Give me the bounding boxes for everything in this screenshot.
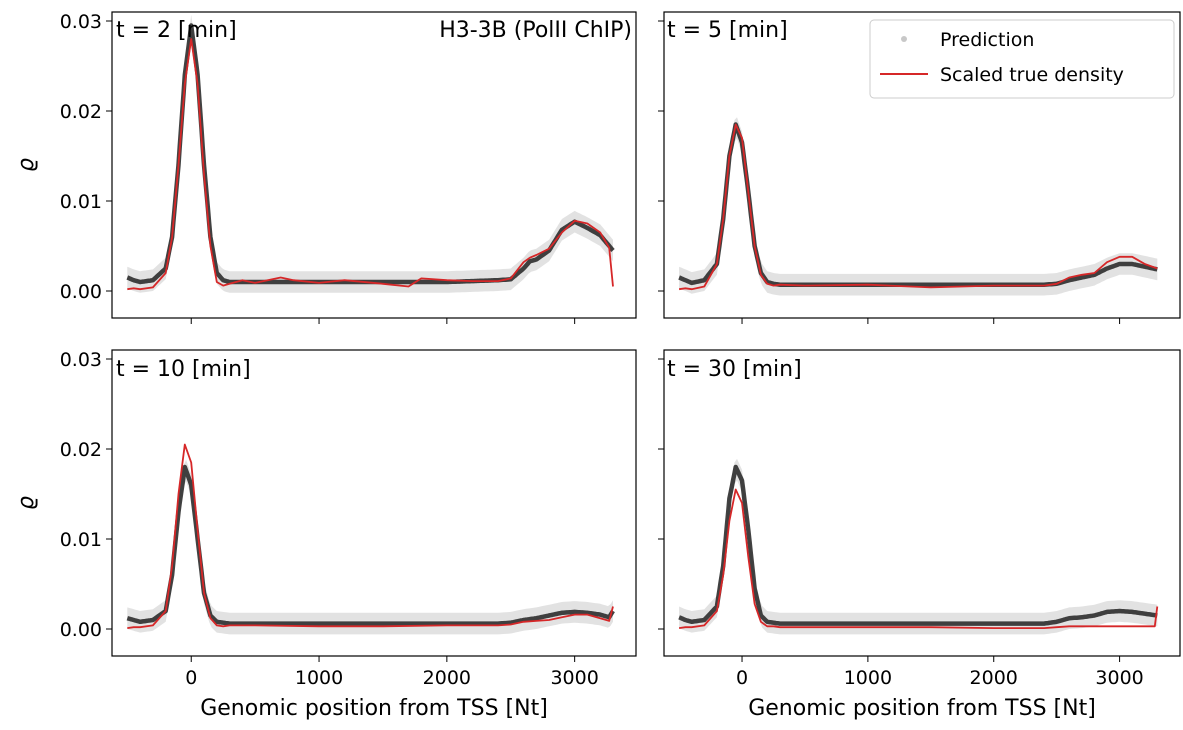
plot-area [111,11,637,319]
panel-title: t = 2 [min] [116,18,237,43]
legend-frame [869,19,1175,99]
y-tick-label: 0.02 [60,439,102,461]
x-axis-label: Genomic position from TSS [Nt] [748,696,1096,721]
x-tick-label: 0 [185,667,197,689]
y-tick-label: 0.00 [60,619,102,641]
legend-true-density-label: Scaled true density [940,64,1124,86]
y-tick-label: 0.01 [60,191,102,213]
prediction-uncertainty-band [127,14,614,293]
x-tick-label: 1000 [844,667,892,689]
panel-t2: t = 2 [min] H3-3B (PolII ChIP) 0.00 0.01 0… [14,11,637,324]
panel-t10: t = 10 [min] 0 1000 2000 3000 0.00 0.01 0.02 0.… [14,349,637,721]
legend-prediction-marker [901,36,907,42]
panel-title: t = 30 [min] [667,357,802,382]
x-tick-label: 1000 [295,667,343,689]
prediction-series [678,122,1159,287]
y-axis-label: ϱ [14,496,39,510]
y-tick-label: 0.03 [60,11,102,33]
true-density-series [127,38,614,291]
prediction-uncertainty-band [679,117,1158,296]
prediction-series [126,23,615,285]
legend: Prediction Scaled true density [869,19,1175,99]
plot-area [663,11,1181,319]
true-density-series [678,488,1159,629]
y-tick-label: 0.02 [60,101,102,123]
panel-title: t = 10 [min] [116,357,251,382]
panel-t30: t = 30 [min] 0 1000 2000 3000 Genomic positi… [658,349,1181,721]
y-tick-label: 0.03 [60,349,102,371]
y-tick-label: 0.01 [60,529,102,551]
prediction-uncertainty-band [679,458,1158,635]
plot-area [111,349,637,657]
x-tick-label: 3000 [550,667,598,689]
y-tick-label: 0.00 [60,281,102,303]
panel-t5: t = 5 [min] Prediction Scaled true densi… [658,11,1181,324]
x-tick-label: 2000 [423,667,471,689]
x-axis-label: Genomic position from TSS [Nt] [200,696,548,721]
true-density-series [127,443,614,629]
prediction-series [126,464,615,626]
x-tick-label: 2000 [970,667,1018,689]
y-axis-label: ϱ [14,158,39,172]
gene-label: H3-3B (PolII ChIP) [439,18,632,43]
true-density-series [678,123,1158,291]
plot-area [663,349,1181,657]
x-tick-label: 3000 [1095,667,1143,689]
x-tick-label: 0 [736,667,748,689]
prediction-series [678,464,1159,626]
panel-title: t = 5 [min] [667,18,788,43]
legend-prediction-label: Prediction [940,29,1034,51]
